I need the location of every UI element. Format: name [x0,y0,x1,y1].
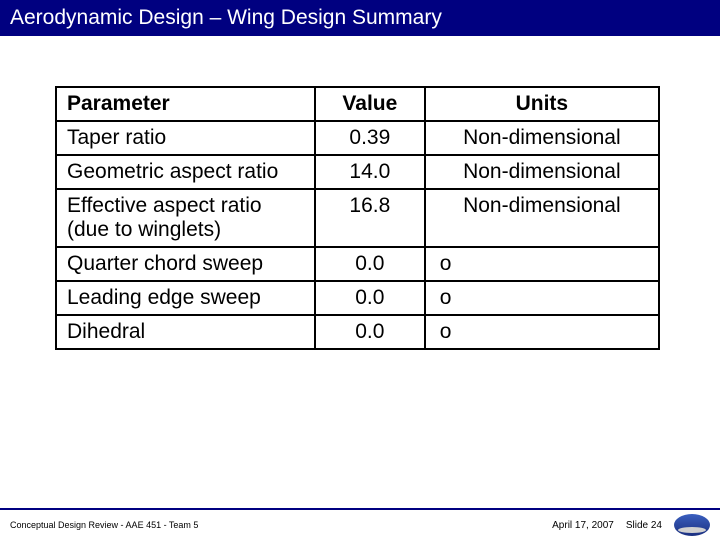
table-row: Leading edge sweep0.0o [56,281,659,315]
table-row: Effective aspect ratio (due to winglets)… [56,189,659,247]
cell-units: o [425,315,659,349]
cell-units: o [425,247,659,281]
page-title: Aerodynamic Design – Wing Design Summary [10,6,442,29]
table-row: Geometric aspect ratio14.0Non-dimensiona… [56,155,659,189]
header-parameter: Parameter [56,87,315,121]
cell-value: 14.0 [315,155,425,189]
cell-units: Non-dimensional [425,189,659,247]
cell-parameter: Dihedral [56,315,315,349]
table-row: Taper ratio0.39Non-dimensional [56,121,659,155]
content-area: Parameter Value Units Taper ratio0.39Non… [0,36,720,350]
cell-value: 0.0 [315,281,425,315]
cell-units: o [425,281,659,315]
header-value: Value [315,87,425,121]
table-row: Dihedral0.0o [56,315,659,349]
cell-parameter: Leading edge sweep [56,281,315,315]
cell-parameter: Geometric aspect ratio [56,155,315,189]
table-header-row: Parameter Value Units [56,87,659,121]
cell-parameter: Quarter chord sweep [56,247,315,281]
footer-right: April 17, 2007 Slide 24 [552,514,710,536]
footer-slide: Slide 24 [626,520,662,531]
cell-parameter: Taper ratio [56,121,315,155]
cell-value: 0.39 [315,121,425,155]
title-bar: Aerodynamic Design – Wing Design Summary [0,0,720,36]
footer: Conceptual Design Review - AAE 451 - Tea… [0,508,720,540]
cell-units: Non-dimensional [425,155,659,189]
cell-value: 0.0 [315,247,425,281]
footer-date: April 17, 2007 [552,520,614,531]
cell-value: 16.8 [315,189,425,247]
team-logo [674,514,710,536]
cell-units: Non-dimensional [425,121,659,155]
wing-design-table: Parameter Value Units Taper ratio0.39Non… [55,86,660,350]
cell-value: 0.0 [315,315,425,349]
table-row: Quarter chord sweep0.0o [56,247,659,281]
footer-left: Conceptual Design Review - AAE 451 - Tea… [10,520,198,530]
table-body: Taper ratio0.39Non-dimensionalGeometric … [56,121,659,349]
header-units: Units [425,87,659,121]
cell-parameter: Effective aspect ratio (due to winglets) [56,189,315,247]
